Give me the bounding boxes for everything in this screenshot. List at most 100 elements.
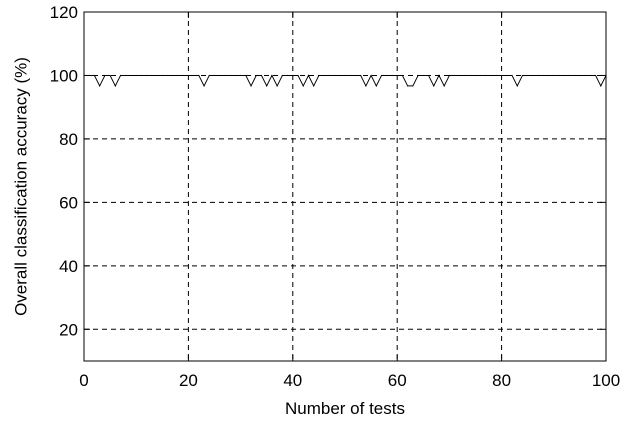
data-point <box>302 85 304 87</box>
data-point <box>229 74 231 77</box>
data-point <box>104 74 106 77</box>
data-point <box>213 74 216 77</box>
data-point <box>370 74 372 77</box>
x-tick-label: 60 <box>388 371 407 390</box>
data-point <box>333 74 336 77</box>
data-point <box>224 74 226 77</box>
series-line <box>89 74 607 88</box>
data-point <box>146 74 148 77</box>
data-point <box>375 85 377 87</box>
data-point <box>234 74 236 77</box>
data-point <box>443 85 445 87</box>
data-point <box>318 74 320 77</box>
data-point <box>172 74 174 77</box>
data-point <box>537 74 539 77</box>
data-point <box>464 74 466 77</box>
data-point <box>386 74 388 77</box>
data-point <box>255 74 257 77</box>
x-tick-label: 40 <box>283 371 302 390</box>
data-point <box>198 74 200 77</box>
plot-frame <box>83 11 607 362</box>
data-point <box>474 74 477 77</box>
data-point <box>307 74 310 77</box>
data-point <box>135 74 137 77</box>
data-point <box>271 74 273 77</box>
x-axis-title: Number of tests <box>285 399 405 418</box>
data-point <box>584 74 586 77</box>
data-point <box>511 74 513 77</box>
data-point <box>438 74 440 77</box>
data-point <box>99 85 101 87</box>
data-point <box>579 74 581 77</box>
data-point <box>532 74 534 77</box>
x-tick-label: 80 <box>492 371 511 390</box>
data-point <box>250 85 252 87</box>
x-tick-label: 20 <box>179 371 198 390</box>
data-point <box>313 85 315 87</box>
data-point <box>480 74 482 77</box>
data-point <box>391 74 393 77</box>
data-point <box>412 85 414 87</box>
data-point <box>516 85 518 87</box>
data-point <box>527 74 529 77</box>
data-point <box>349 74 351 77</box>
data-point <box>558 74 560 77</box>
data-point <box>187 74 189 77</box>
y-tick-label: 20 <box>59 320 78 339</box>
data-point <box>93 74 96 77</box>
data-point <box>203 85 205 87</box>
data-point <box>600 85 602 87</box>
data-point <box>286 74 289 77</box>
data-point <box>521 74 524 77</box>
data-point <box>177 74 179 77</box>
data-point <box>266 85 268 87</box>
y-tick-label: 40 <box>59 257 78 276</box>
data-point <box>417 74 419 77</box>
data-point <box>506 74 508 77</box>
grid <box>84 12 606 361</box>
data-point <box>495 74 497 77</box>
data-point <box>182 74 184 77</box>
data-point <box>401 74 404 77</box>
data-point <box>193 74 195 77</box>
series <box>88 74 607 88</box>
data-point <box>140 74 143 77</box>
data-point <box>396 74 398 77</box>
data-point <box>542 74 544 77</box>
data-point <box>130 74 132 77</box>
data-point <box>469 74 471 77</box>
data-point <box>433 85 435 87</box>
tick-labels: 0 20 40 60 80 100 20 40 60 80 100 120 <box>50 3 621 390</box>
data-point <box>589 74 591 77</box>
data-point <box>594 74 597 77</box>
data-point <box>344 74 346 77</box>
y-tick-label: 100 <box>50 66 78 85</box>
data-point <box>490 74 492 77</box>
data-point <box>448 74 450 77</box>
data-point <box>109 74 111 77</box>
data-point <box>427 74 430 77</box>
data-point <box>245 74 247 77</box>
data-point <box>281 74 283 77</box>
data-point <box>323 74 325 77</box>
data-point <box>380 74 383 77</box>
data-point <box>156 74 158 77</box>
data-point <box>151 74 153 77</box>
data-point <box>219 74 221 77</box>
data-point <box>161 74 163 77</box>
data-point <box>292 74 294 77</box>
data-point <box>240 74 242 77</box>
data-point <box>119 74 122 77</box>
x-tick-label: 100 <box>592 371 620 390</box>
data-point <box>114 85 116 87</box>
data-point <box>354 74 357 77</box>
data-point <box>454 74 456 77</box>
data-point <box>360 74 362 77</box>
data-point <box>208 74 210 77</box>
data-point <box>276 85 278 87</box>
data-point <box>485 74 487 77</box>
y-tick-label: 60 <box>59 193 78 212</box>
data-point <box>339 74 341 77</box>
data-point <box>563 74 565 77</box>
